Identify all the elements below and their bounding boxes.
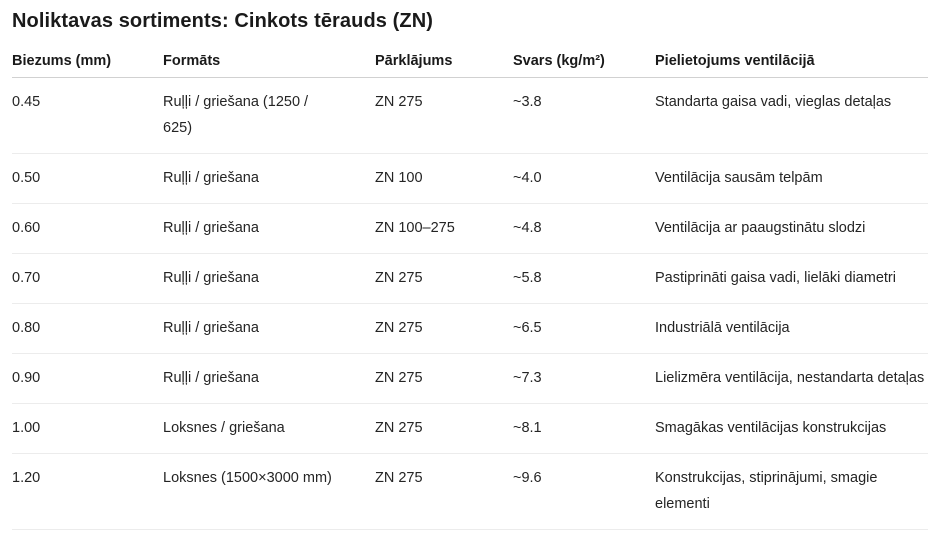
- cell-formats: Ruļļi / griešana: [163, 353, 375, 404]
- cell-pielietojums: Lielizmēra ventilācija, nestandarta deta…: [655, 353, 928, 404]
- cell-formats: Ruļļi / griešana: [163, 253, 375, 304]
- cell-biezums: 1.20: [12, 453, 163, 530]
- cell-biezums: 0.45: [12, 77, 163, 154]
- table-row: 0.80 Ruļļi / griešana ZN 275 ~6.5 Industriāl…: [12, 303, 928, 354]
- page-title: Noliktavas sortiments: Cinkots tērauds (…: [12, 10, 434, 32]
- cell-svars: ~6.5: [513, 303, 655, 354]
- cell-parklajums: ZN 275: [375, 453, 513, 530]
- table-row: 0.90 Ruļļi / griešana ZN 275 ~7.3 Lielizmēra…: [12, 353, 928, 404]
- cell-parklajums: ZN 275: [375, 253, 513, 304]
- column-header-formats: Formāts: [163, 52, 375, 78]
- table-row: 0.45 Ruļļi / griešana (1250 / 625) ZN 275 ~…: [12, 77, 928, 154]
- cell-pielietojums: Ventilācija sausām telpām: [655, 153, 928, 204]
- cell-svars: ~7.3: [513, 353, 655, 404]
- cell-svars: ~8.1: [513, 403, 655, 454]
- cell-biezums: 0.80: [12, 303, 163, 354]
- cell-formats: Loksnes (1500×3000 mm): [163, 453, 375, 530]
- table-row: 1.20 Loksnes (1500×3000 mm) ZN 275 ~9.6 Kons…: [12, 453, 928, 530]
- page: Noliktavas sortiments: Cinkots tērauds (…: [12, 10, 928, 530]
- table-row: 0.70 Ruļļi / griešana ZN 275 ~5.8 Pastiprinā…: [12, 253, 928, 304]
- cell-biezums: 1.00: [12, 403, 163, 454]
- cell-biezums: 0.90: [12, 353, 163, 404]
- cell-pielietojums: Standarta gaisa vadi, vieglas detaļas: [655, 77, 928, 154]
- cell-svars: ~3.8: [513, 77, 655, 154]
- column-header-biezums: Biezums (mm): [12, 52, 163, 78]
- cell-parklajums: ZN 275: [375, 403, 513, 454]
- column-header-svars: Svars (kg/m²): [513, 52, 655, 78]
- cell-pielietojums: Industriālā ventilācija: [655, 303, 928, 354]
- cell-pielietojums: Konstrukcijas, stiprinājumi, smagie elem…: [655, 453, 928, 530]
- table-row: 0.50 Ruļļi / griešana ZN 100 ~4.0 Ventilācij…: [12, 153, 928, 204]
- cell-biezums: 0.70: [12, 253, 163, 304]
- cell-formats: Ruļļi / griešana: [163, 153, 375, 204]
- cell-formats: Ruļļi / griešana: [163, 203, 375, 254]
- cell-parklajums: ZN 275: [375, 353, 513, 404]
- cell-parklajums: ZN 275: [375, 303, 513, 354]
- cell-svars: ~4.8: [513, 203, 655, 254]
- cell-svars: ~4.0: [513, 153, 655, 204]
- inventory-table: Biezums (mm) Formāts Pārklājums Svars (kg/m…: [12, 52, 928, 530]
- cell-biezums: 0.60: [12, 203, 163, 254]
- cell-svars: ~5.8: [513, 253, 655, 304]
- table-row: 0.60 Ruļļi / griešana ZN 100–275 ~4.8 Ventil…: [12, 203, 928, 254]
- cell-pielietojums: Ventilācija ar paaugstinātu slodzi: [655, 203, 928, 254]
- cell-pielietojums: Smagākas ventilācijas konstrukcijas: [655, 403, 928, 454]
- cell-parklajums: ZN 275: [375, 77, 513, 154]
- column-header-pielietojums: Pielietojums ventilācijā: [655, 52, 928, 78]
- cell-formats: Loksnes / griešana: [163, 403, 375, 454]
- table-row: 1.00 Loksnes / griešana ZN 275 ~8.1 Smagākas…: [12, 403, 928, 454]
- cell-formats: Ruļļi / griešana: [163, 303, 375, 354]
- column-header-parklajums: Pārklājums: [375, 52, 513, 78]
- header-row: Biezums (mm) Formāts Pārklājums Svars (kg/m…: [12, 52, 928, 78]
- table-body: 0.45 Ruļļi / griešana (1250 / 625) ZN 275 ~…: [12, 77, 928, 530]
- cell-formats: Ruļļi / griešana (1250 / 625): [163, 77, 375, 154]
- cell-pielietojums: Pastiprināti gaisa vadi, lielāki diametr…: [655, 253, 928, 304]
- cell-svars: ~9.6: [513, 453, 655, 530]
- cell-parklajums: ZN 100–275: [375, 203, 513, 254]
- cell-parklajums: ZN 100: [375, 153, 513, 204]
- cell-biezums: 0.50: [12, 153, 163, 204]
